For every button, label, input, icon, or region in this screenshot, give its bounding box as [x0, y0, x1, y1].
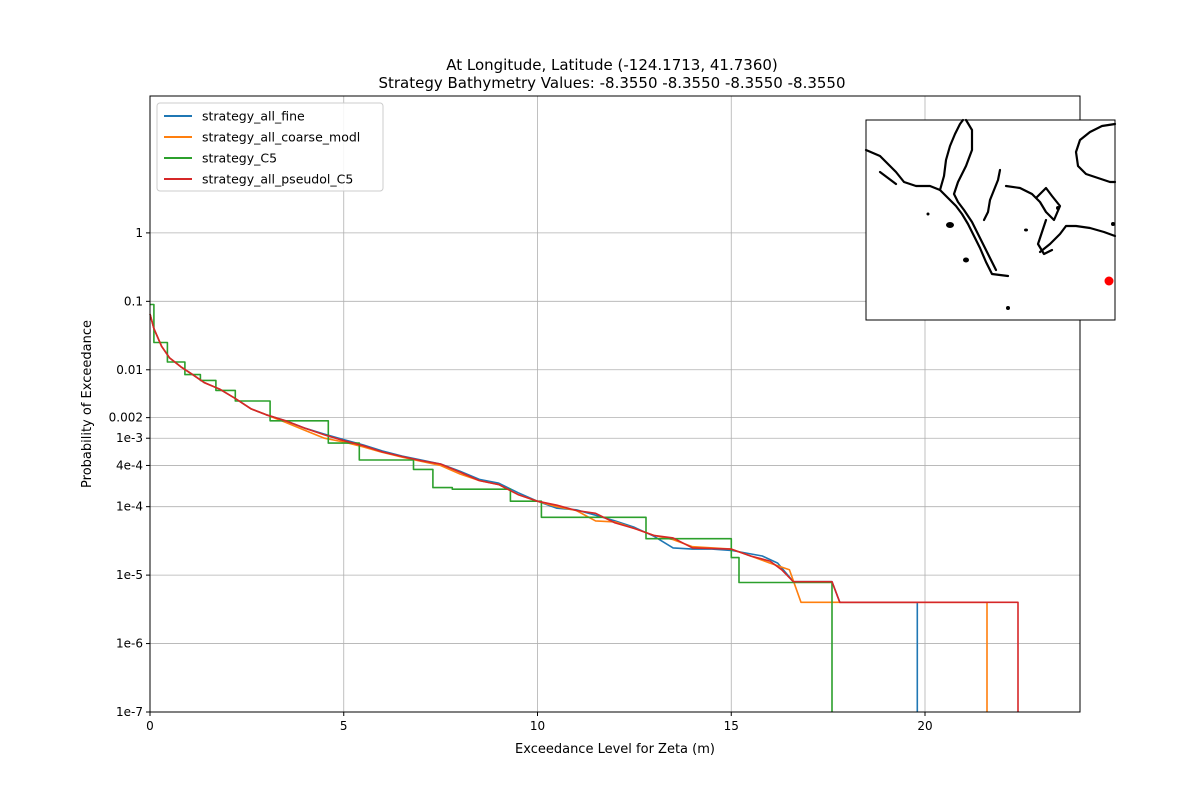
- y-axis-label: Probability of Exceedance: [80, 320, 95, 488]
- coastline-3: [952, 118, 998, 272]
- coastline-9: [1036, 218, 1054, 256]
- coastline-1: [864, 148, 1010, 278]
- series-line-strategy_all_pseudol_C5: [149, 313, 1019, 712]
- x-tick-label: 5: [340, 719, 348, 733]
- chart-title: At Longitude, Latitude (-124.1713, 41.73…: [446, 56, 778, 74]
- inset-map: [864, 118, 1117, 321]
- y-tick-label: 1e-7: [116, 705, 143, 719]
- coastline-6: [1038, 224, 1117, 254]
- y-tick-label: 1e-3: [116, 431, 143, 445]
- series-line-strategy_C5: [150, 303, 833, 712]
- x-axis-label: Exceedance Level for Zeta (m): [515, 742, 715, 757]
- legend-label: strategy_all_coarse_modl: [202, 130, 360, 145]
- island-6: [926, 212, 930, 216]
- legend-label: strategy_all_fine: [202, 109, 305, 124]
- location-marker: [1104, 276, 1114, 286]
- coastline-5: [1004, 184, 1062, 222]
- y-tick-label: 0.01: [116, 363, 143, 377]
- island-7: [1111, 222, 1115, 226]
- x-tick-label: 20: [917, 719, 932, 733]
- legend: strategy_all_fine strategy_all_coarse_mod…: [156, 102, 384, 192]
- x-tick-label: 15: [724, 719, 739, 733]
- y-tick-label: 1e-6: [116, 637, 143, 651]
- island-5: [1024, 228, 1028, 232]
- y-tick-label: 1e-4: [116, 500, 143, 514]
- island-3: [1006, 306, 1010, 310]
- legend-label: strategy_C5: [202, 151, 277, 166]
- y-tick-label: 1e-5: [116, 568, 143, 582]
- axis-ticks: 0 5 10 15 20 1 0.1 0.01 0.002 1e-3 4e-4 1e-4 1e-5 1e-…: [109, 226, 933, 733]
- series-lines: [149, 303, 1019, 712]
- island-1: [946, 222, 954, 228]
- x-tick-label: 10: [530, 719, 545, 733]
- legend-box: [156, 102, 384, 192]
- coastline-2: [938, 118, 965, 192]
- coastline-8: [878, 170, 898, 186]
- coastline-7: [1074, 122, 1117, 184]
- x-tick-label: 0: [146, 719, 154, 733]
- y-tick-label: 1: [135, 226, 143, 240]
- coastline-4: [982, 168, 1002, 222]
- y-tick-label: 0.002: [109, 411, 143, 425]
- inset-map-frame: [865, 119, 1116, 321]
- chart-subtitle: Strategy Bathymetry Values: -8.3550 -8.3…: [378, 74, 845, 92]
- y-tick-label: 0.1: [124, 294, 143, 308]
- plot-frame: [149, 95, 1081, 713]
- legend-label: strategy_all_pseudol_C5: [202, 172, 353, 187]
- island-4: [1056, 206, 1060, 210]
- island-2: [963, 257, 969, 263]
- y-tick-label: 4e-4: [116, 458, 143, 472]
